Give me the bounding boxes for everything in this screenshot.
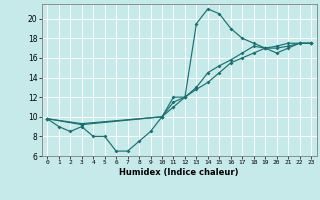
X-axis label: Humidex (Indice chaleur): Humidex (Indice chaleur) bbox=[119, 168, 239, 177]
